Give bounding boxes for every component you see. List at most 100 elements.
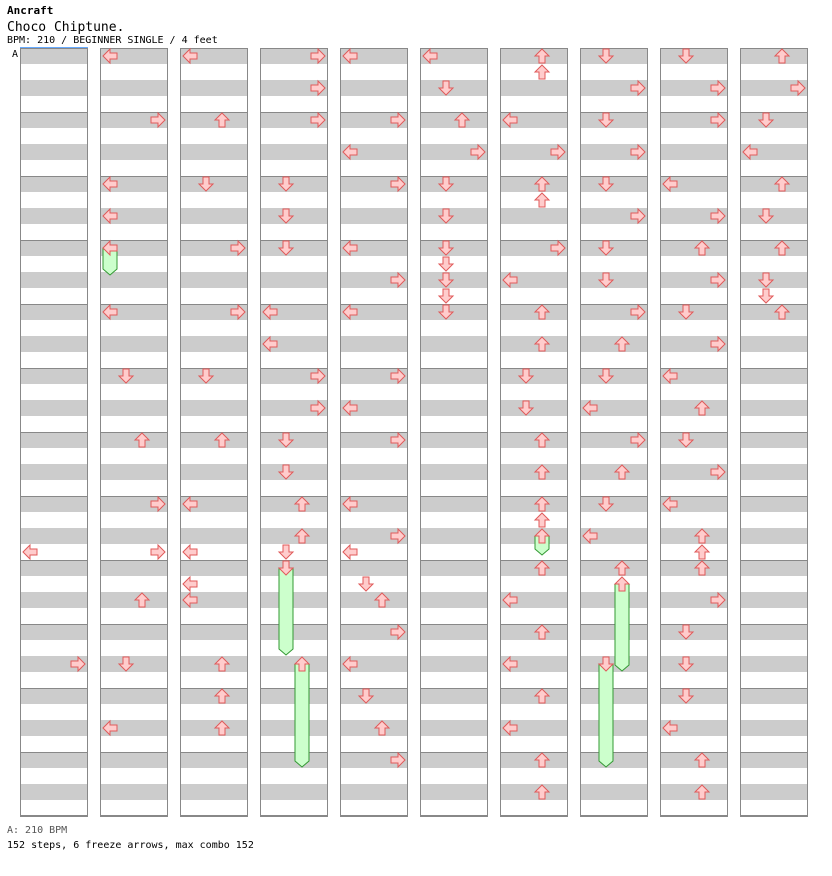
beat-stripe — [180, 528, 248, 544]
arrow-up — [533, 432, 551, 448]
beat-stripe — [340, 656, 408, 672]
arrow-up — [773, 48, 791, 64]
arrow-up — [533, 48, 551, 64]
beat-stripe — [740, 592, 808, 608]
arrow-down — [197, 368, 215, 384]
beat-stripe — [180, 720, 248, 736]
arrow-left — [262, 303, 278, 321]
arrow-left — [182, 47, 198, 65]
arrow-down — [597, 656, 615, 672]
beat-stripe — [660, 272, 728, 288]
beat-stripe — [420, 48, 488, 64]
beat-stripe — [340, 112, 408, 128]
beat-stripe — [260, 272, 328, 288]
beat-stripe — [180, 112, 248, 128]
arrow-up — [533, 528, 551, 544]
beat-stripe — [740, 496, 808, 512]
bpm-marker: A — [12, 49, 18, 60]
arrow-up — [533, 752, 551, 768]
beat-stripe — [20, 496, 88, 512]
arrow-down — [597, 112, 615, 128]
beat-stripe — [20, 80, 88, 96]
freeze-arrow — [294, 663, 310, 768]
arrow-left — [102, 719, 118, 737]
beat-stripe — [580, 560, 648, 576]
beat-stripe — [420, 336, 488, 352]
beat-stripe — [260, 464, 328, 480]
arrow-left — [102, 47, 118, 65]
beat-stripe — [340, 176, 408, 192]
beat-stripe — [740, 80, 808, 96]
beat-stripe — [660, 240, 728, 256]
arrow-left — [342, 655, 358, 673]
beat-stripe — [580, 624, 648, 640]
arrow-down — [757, 112, 775, 128]
beat-stripe — [500, 720, 568, 736]
arrow-up — [373, 720, 391, 736]
beat-stripe — [740, 368, 808, 384]
beat-stripe — [660, 80, 728, 96]
arrow-down — [597, 48, 615, 64]
chart-column — [580, 48, 648, 816]
beat-stripe — [740, 688, 808, 704]
freeze-arrow — [598, 663, 614, 768]
arrow-up — [773, 240, 791, 256]
beat-stripe — [500, 144, 568, 160]
arrow-up — [533, 464, 551, 480]
beat-stripe — [660, 400, 728, 416]
beat-stripe — [20, 112, 88, 128]
beat-stripe — [420, 752, 488, 768]
arrow-up — [533, 304, 551, 320]
arrow-up — [773, 176, 791, 192]
beat-stripe — [100, 656, 168, 672]
artist-name: Ancraft — [7, 4, 54, 17]
beat-stripe — [100, 592, 168, 608]
arrow-down — [277, 544, 295, 560]
beat-stripe — [660, 144, 728, 160]
beat-stripe — [100, 624, 168, 640]
beat-stripe — [500, 208, 568, 224]
arrow-down — [677, 624, 695, 640]
beat-stripe — [660, 752, 728, 768]
beat-stripe — [740, 464, 808, 480]
arrow-down — [117, 656, 135, 672]
arrow-left — [662, 175, 678, 193]
beat-stripe — [20, 272, 88, 288]
beat-stripe — [20, 240, 88, 256]
beat-stripe — [580, 752, 648, 768]
beat-stripe — [260, 432, 328, 448]
beat-stripe — [580, 304, 648, 320]
beat-stripe — [100, 208, 168, 224]
beat-stripe — [660, 432, 728, 448]
arrow-down — [357, 688, 375, 704]
arrow-up — [373, 592, 391, 608]
chart-column — [20, 48, 88, 816]
arrow-up — [613, 336, 631, 352]
arrow-right — [390, 175, 406, 193]
arrow-down — [277, 464, 295, 480]
beat-stripe — [660, 688, 728, 704]
beat-stripe — [180, 784, 248, 800]
arrow-right — [630, 143, 646, 161]
arrow-left — [342, 143, 358, 161]
beat-stripe — [580, 208, 648, 224]
arrow-down — [277, 240, 295, 256]
beat-stripe — [580, 496, 648, 512]
beat-stripe — [740, 400, 808, 416]
beat-stripe — [420, 656, 488, 672]
beat-stripe — [20, 336, 88, 352]
beat-stripe — [180, 240, 248, 256]
beat-stripe — [180, 208, 248, 224]
chart-column — [260, 48, 328, 816]
arrow-right — [390, 431, 406, 449]
arrow-up — [213, 112, 231, 128]
beat-stripe — [180, 368, 248, 384]
arrow-right — [150, 495, 166, 513]
beat-stripe — [580, 720, 648, 736]
beat-stripe — [100, 400, 168, 416]
beat-stripe — [580, 240, 648, 256]
chart-column — [180, 48, 248, 816]
arrow-left — [582, 527, 598, 545]
beat-stripe — [420, 400, 488, 416]
arrow-down — [677, 688, 695, 704]
